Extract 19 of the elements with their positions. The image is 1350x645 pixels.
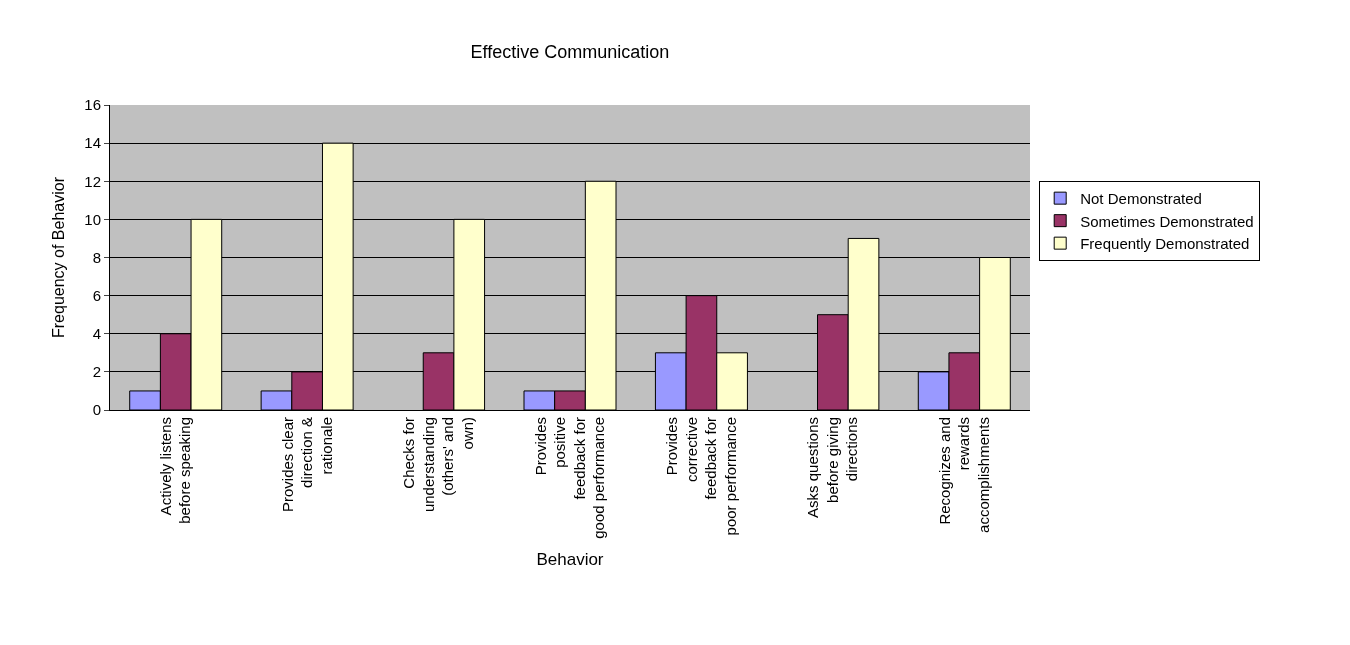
- x-axis-title: Behavior: [536, 550, 604, 570]
- y-tick-label: 2: [92, 363, 101, 381]
- y-tick-label: 16: [84, 96, 101, 114]
- chart-title: Effective Communication: [470, 41, 670, 62]
- legend-label: Not Demonstrated: [1080, 190, 1202, 207]
- y-tick-label: 10: [84, 210, 101, 228]
- x-tick-label: Provides clear direction & rationale: [278, 417, 335, 513]
- x-tick-label: Checks for understanding (others' and own): [400, 417, 476, 513]
- y-tick-label: 8: [92, 248, 101, 266]
- y-tick-label: 14: [84, 134, 101, 152]
- legend-label: Frequently Demonstrated: [1080, 235, 1250, 252]
- y-tick-label: 4: [92, 325, 101, 342]
- x-tick-label: Actively listens before speaking: [156, 417, 194, 524]
- legend-label: Sometimes Demonstrated: [1080, 212, 1254, 230]
- y-tick-label: 6: [92, 286, 101, 304]
- y-axis-title: Frequency of Behavior: [50, 176, 68, 338]
- y-tick-label: 0: [92, 401, 101, 419]
- x-tick-label: Asks questions before giving directions: [804, 417, 861, 518]
- y-tick-label: 12: [84, 172, 101, 190]
